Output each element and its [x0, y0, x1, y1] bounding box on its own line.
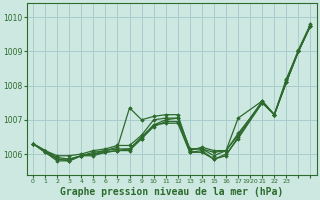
X-axis label: Graphe pression niveau de la mer (hPa): Graphe pression niveau de la mer (hPa) [60, 186, 284, 197]
